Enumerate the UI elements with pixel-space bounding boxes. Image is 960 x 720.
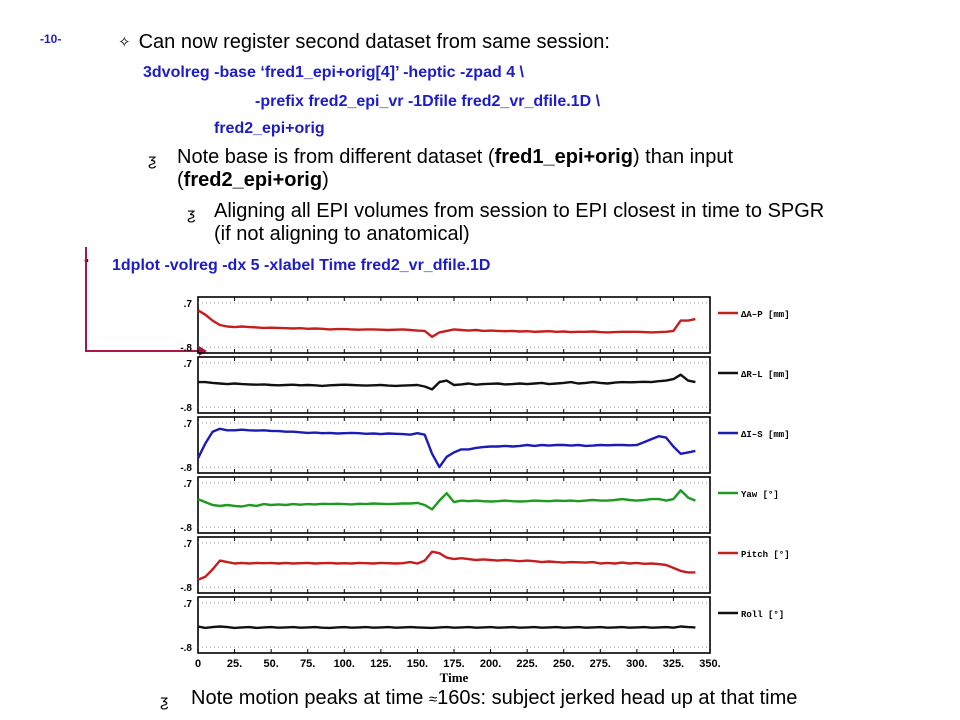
page-number: -10- <box>40 32 62 46</box>
legend-label: ΔR–L [mm] <box>741 370 790 380</box>
series-line <box>198 373 696 391</box>
y-tick-label: .7 <box>184 599 193 610</box>
x-tick-label: 100. <box>334 658 355 670</box>
bullet-2-dataset-input: fred2_epi+orig <box>183 169 323 191</box>
series-line <box>197 489 696 511</box>
bullet-5-text: Note motion peaks at time ≈160s: subject… <box>191 687 797 711</box>
panel-frame <box>197 596 711 654</box>
bullet-2-dataset-base: fred1_epi+orig <box>494 146 633 168</box>
x-tick-label: 225. <box>516 658 537 670</box>
x-tick-label: 250. <box>553 658 574 670</box>
x-tick-label: 325. <box>663 658 684 670</box>
bullet-3-line-1: Aligning all EPI volumes from session to… <box>214 200 825 222</box>
legend-label: ΔA–P [mm] <box>741 310 790 320</box>
bullet-2-open-paren: ( <box>177 169 184 191</box>
y-tick-label: .7 <box>184 299 193 310</box>
bullet-2-line-1: Note base is from different dataset (fre… <box>177 146 733 169</box>
panel-frame <box>197 296 711 354</box>
y-tick-label: -.8 <box>180 583 192 594</box>
legend-label: Pitch [°] <box>741 550 790 560</box>
bullet-2-mid: ) than input <box>632 146 734 168</box>
bullet-2-close-paren: ) <box>322 169 329 191</box>
x-tick-label: 25. <box>227 658 242 670</box>
series-line <box>197 550 696 581</box>
series-line <box>196 427 696 469</box>
code-line-1: 3dvolreg -base ‘fred1_epi+orig[4]’ -hept… <box>143 64 524 81</box>
bullet-5-pre: Note motion peaks at time <box>191 687 424 709</box>
legend-label: Yaw [°] <box>741 490 779 500</box>
panel-frame <box>197 536 711 594</box>
y-tick-label: .7 <box>184 479 193 490</box>
connector-line <box>85 247 199 352</box>
x-tick-label: 200. <box>480 658 501 670</box>
bullet-3-line-2: (if not aligning to anatomical) <box>214 223 470 245</box>
y-tick-label: .7 <box>184 419 193 430</box>
series-line <box>197 309 696 338</box>
x-tick-label: 300. <box>626 658 647 670</box>
legend-label: ΔI–S [mm] <box>741 430 790 440</box>
y-tick-label: -.8 <box>180 403 192 414</box>
legend-label: Roll [°] <box>741 610 784 620</box>
y-tick-label: .7 <box>184 539 193 550</box>
x-tick-label: 175. <box>443 658 464 670</box>
y-tick-label: -.8 <box>180 343 192 354</box>
diamond-bullet-icon: ✧ <box>118 34 131 51</box>
y-tick-label: -.8 <box>180 643 192 654</box>
x-tick-label: 275. <box>590 658 611 670</box>
sub-sub-bullet-icon: ƺ <box>187 206 196 223</box>
x-tick-label: 150. <box>407 658 428 670</box>
bullet-5-post: 160s: subject jerked head up at that tim… <box>437 687 798 709</box>
y-tick-label: .7 <box>184 359 193 370</box>
code-line-2: -prefix fred2_epi_vr -1Dfile fred2_vr_df… <box>255 93 601 110</box>
approx-symbol: ≈ <box>428 691 438 708</box>
series-line <box>197 625 696 630</box>
bullet-2-line-2: (fred2_epi+orig) <box>177 169 329 192</box>
sub-bullet-icon: ƺ <box>148 152 157 169</box>
x-tick-label: 350. <box>699 658 720 670</box>
code-line-3: fred2_epi+orig <box>214 120 325 137</box>
x-axis-label: Time <box>440 670 469 685</box>
x-tick-label: 50. <box>263 658 278 670</box>
y-tick-label: -.8 <box>180 523 192 534</box>
bottom-bullet-icon: ƺ <box>160 693 169 710</box>
x-tick-label: 125. <box>370 658 391 670</box>
x-tick-label: 0 <box>195 658 201 670</box>
bullet-1-text: Can now register second dataset from sam… <box>138 31 610 53</box>
bullet-1: ✧ Can now register second dataset from sa… <box>118 31 610 55</box>
x-tick-label: 75. <box>300 658 315 670</box>
y-tick-label: -.8 <box>180 463 192 474</box>
bullet-2-pre: Note base is from different dataset ( <box>177 146 495 168</box>
plot-command: 1dplot -volreg -dx 5 -xlabel Time fred2_… <box>112 257 491 274</box>
